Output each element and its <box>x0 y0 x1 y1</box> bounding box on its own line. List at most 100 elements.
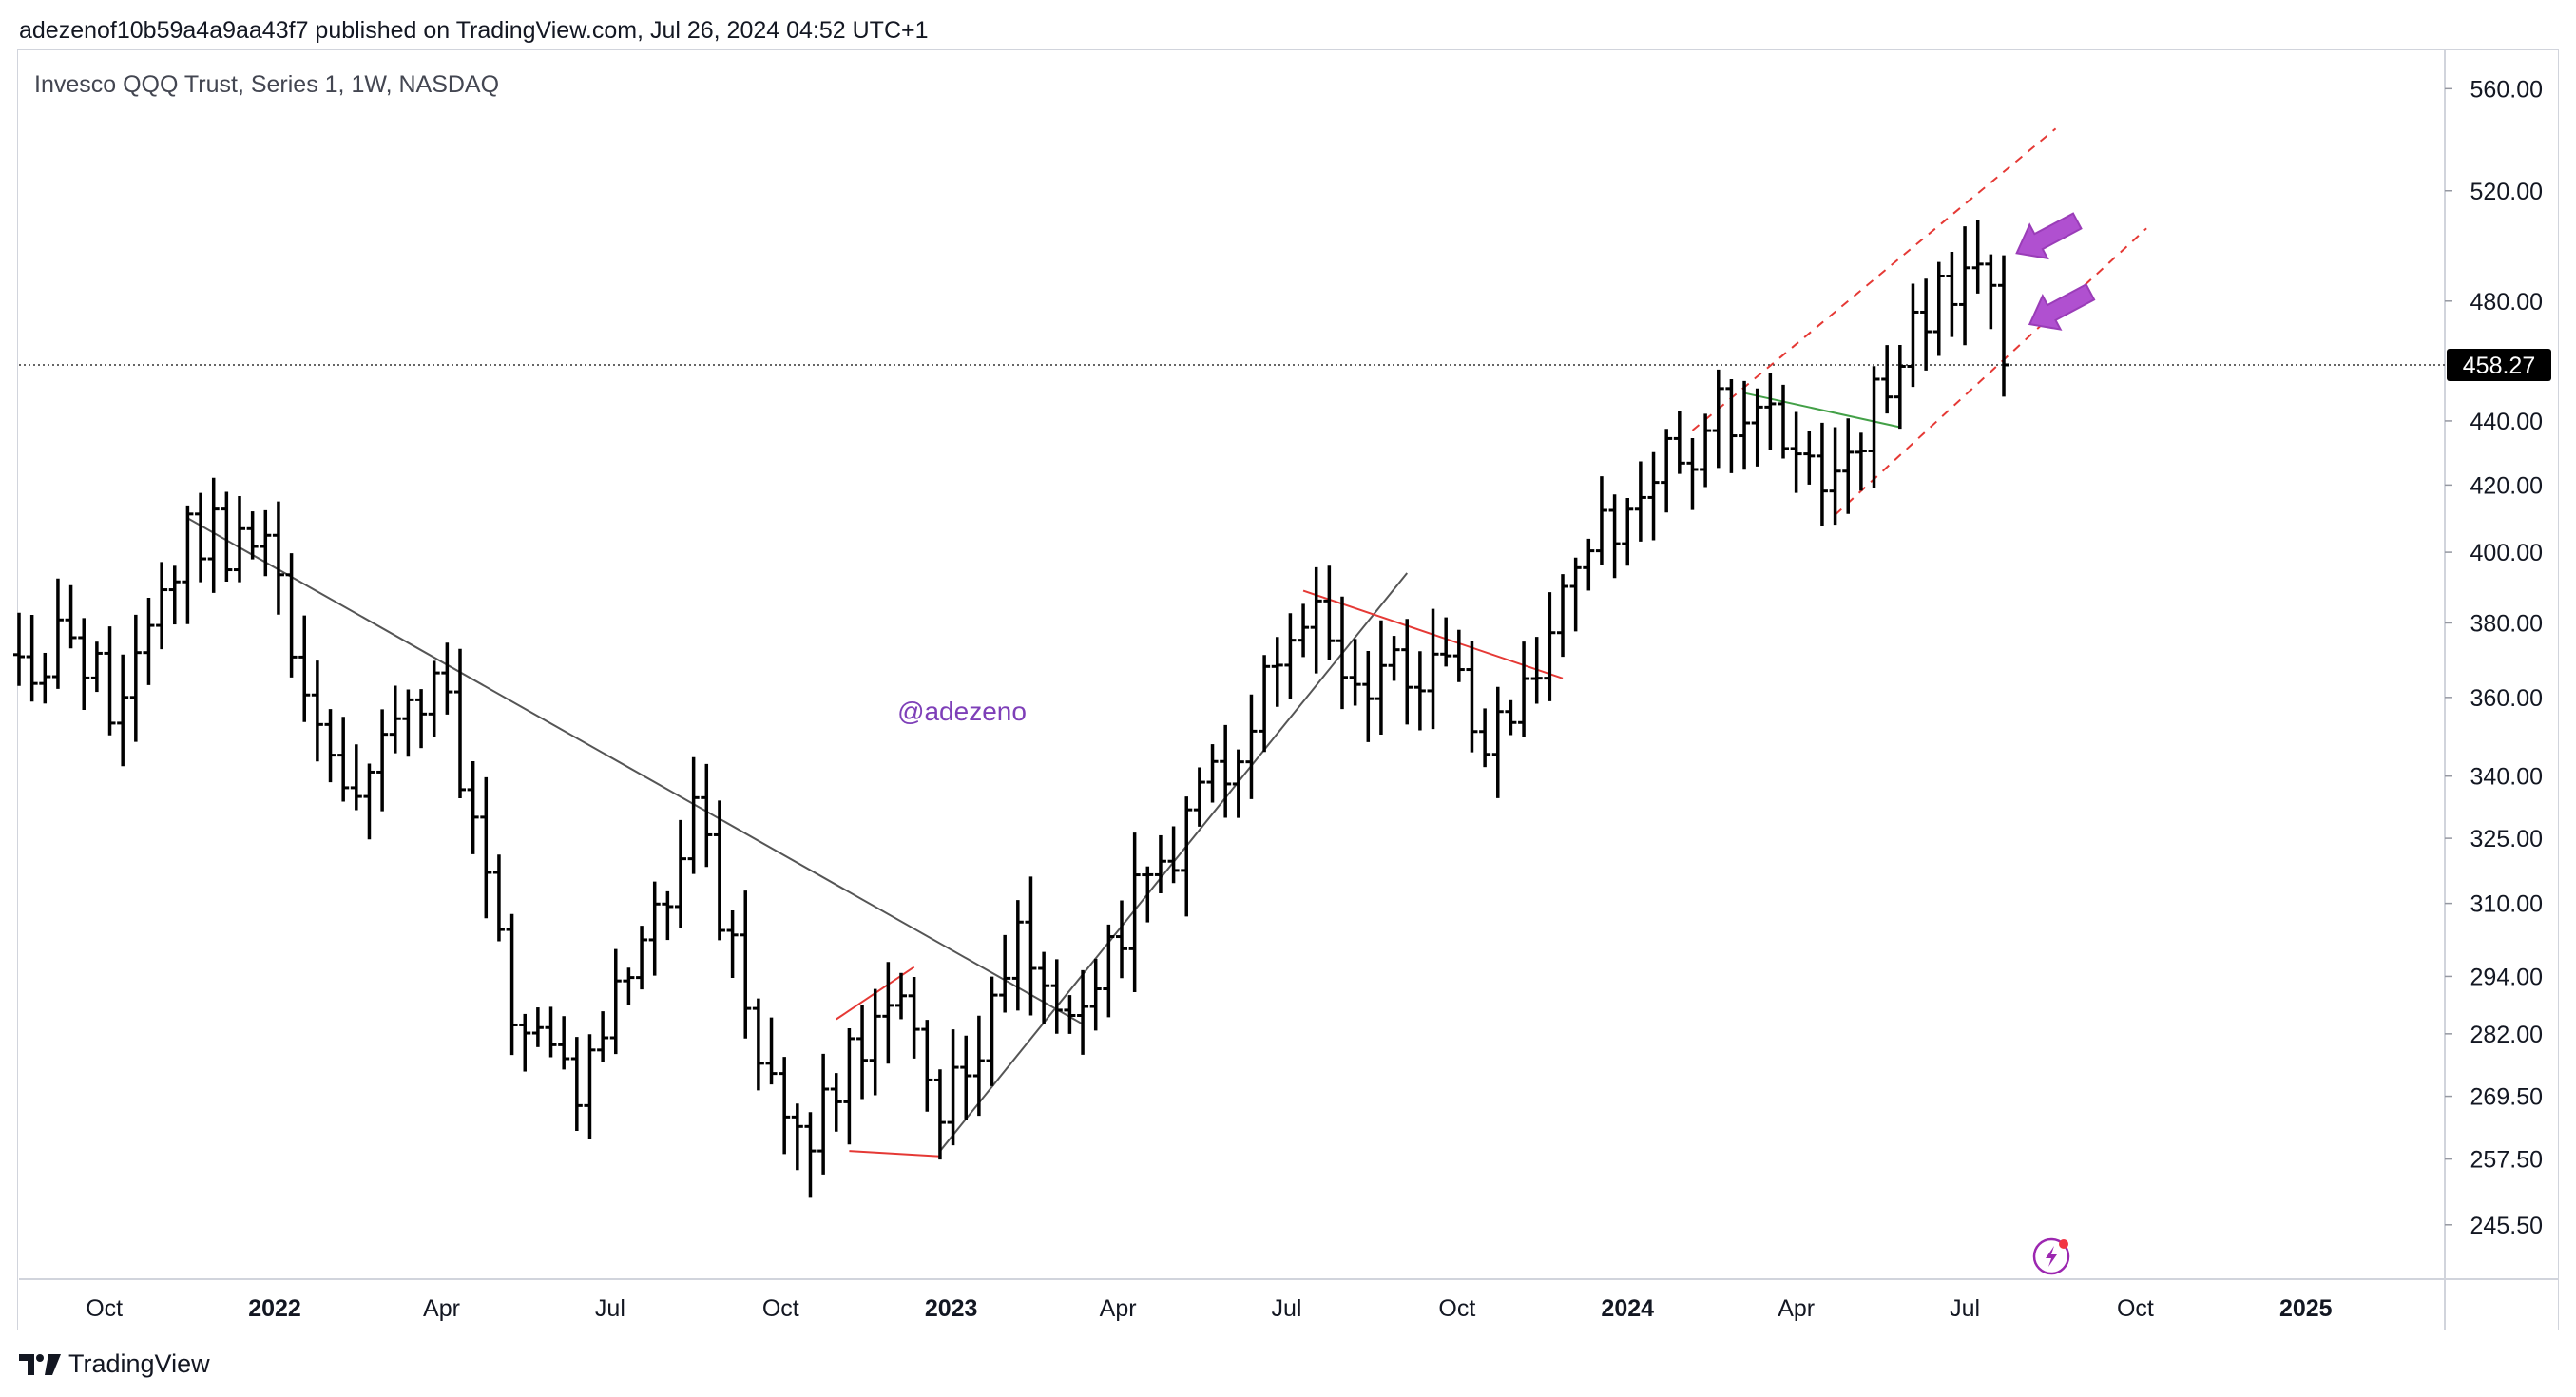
ohlc-bar <box>1829 427 1841 526</box>
ohlc-bar <box>947 1029 959 1146</box>
ohlc-bar <box>1271 637 1283 707</box>
x-tick-label: 2023 <box>925 1295 978 1322</box>
ohlc-bar <box>1336 596 1348 710</box>
ohlc-bar <box>791 1103 803 1171</box>
ohlc-bar <box>506 913 518 1056</box>
trendline-channel-bottom[interactable] <box>1834 227 2147 516</box>
trendline-channel-top[interactable] <box>1691 127 2057 431</box>
x-tick-label: 2022 <box>248 1295 301 1322</box>
ohlc-bar <box>960 1035 972 1121</box>
ohlc-bar <box>1181 796 1193 917</box>
ohlc-bar <box>1842 418 1855 514</box>
ohlc-bar <box>1479 708 1491 768</box>
ohlc-bar <box>1452 629 1465 682</box>
ohlc-bar <box>65 584 77 649</box>
ohlc-bar <box>156 562 168 650</box>
ohlc-bar <box>1362 650 1375 742</box>
ohlc-bar <box>441 642 453 715</box>
ohlc-bar <box>1959 226 1971 346</box>
ohlc-bar <box>1803 431 1816 485</box>
ohlc-bar <box>337 717 350 802</box>
ohlc-bar <box>623 967 635 1005</box>
ohlc-bar <box>1154 834 1166 893</box>
ohlc-bar <box>415 689 428 749</box>
x-tick-label: 2025 <box>2279 1295 2333 1322</box>
ohlc-bar <box>1868 366 1880 488</box>
y-tick-label: 282.00 <box>2470 1022 2543 1048</box>
ohlc-bar <box>1505 699 1517 736</box>
ohlc-bar <box>972 1015 985 1117</box>
ohlc-bar <box>1764 373 1777 450</box>
ohlc-bar <box>246 511 259 560</box>
ohlc-bar <box>1128 832 1141 993</box>
ohlc-bar <box>26 615 38 702</box>
ohlc-bar <box>1050 959 1063 1034</box>
ohlc-bar <box>1530 637 1543 704</box>
ohlc-bar <box>182 505 194 624</box>
ohlc-bar <box>1025 876 1037 1016</box>
ohlc-bar <box>687 756 700 874</box>
y-tick-label: 269.50 <box>2470 1084 2543 1111</box>
y-tick-label: 380.00 <box>2470 610 2543 637</box>
y-tick-label: 480.00 <box>2470 289 2543 316</box>
annotation-arrow[interactable] <box>2008 204 2086 270</box>
ohlc-bar <box>78 618 90 711</box>
ohlc-bar <box>1647 451 1660 541</box>
lightning-ring <box>2032 1237 2070 1275</box>
trendline-downtrend[interactable] <box>186 517 1084 1025</box>
ohlc-bar <box>129 614 142 742</box>
x-tick-label: Oct <box>762 1295 799 1322</box>
ohlc-bar <box>1634 461 1646 542</box>
ohlc-bar <box>713 800 725 941</box>
ohlc-bar <box>1712 369 1724 469</box>
trendline-green-2024[interactable] <box>1743 392 1901 429</box>
ohlc-bar <box>869 988 881 1096</box>
ohlc-bar <box>260 509 272 577</box>
ohlc-bar <box>389 685 401 754</box>
ohlc-bar <box>765 1017 778 1085</box>
ohlc-bar <box>584 1034 596 1139</box>
ohlc-bar <box>1816 422 1828 526</box>
lightning-dot <box>2059 1239 2068 1249</box>
ohlc-bar <box>1778 384 1789 459</box>
ohlc-bar <box>1375 620 1387 736</box>
ohlc-bar <box>51 578 64 689</box>
ohlc-bar <box>1946 251 1958 337</box>
ohlc-bar <box>1349 639 1361 706</box>
tradingview-brand[interactable]: TradingView <box>19 1349 210 1379</box>
trendline-red-bottom-2022[interactable] <box>849 1150 940 1158</box>
ohlc-bar <box>1569 557 1582 632</box>
x-tick-label: 2024 <box>1601 1295 1654 1322</box>
ohlc-bar <box>1673 411 1685 474</box>
y-tick-label: 310.00 <box>2470 891 2543 918</box>
ohlc-bar <box>207 477 220 593</box>
x-tick-label: Jul <box>1950 1295 1980 1322</box>
ohlc-bar <box>908 976 920 1059</box>
ohlc-bar <box>1298 603 1310 658</box>
y-tick-label: 560.00 <box>2470 76 2543 103</box>
ohlc-bar <box>1427 608 1439 730</box>
y-tick-label: 340.00 <box>2470 764 2543 791</box>
ohlc-bar <box>1855 432 1867 491</box>
ohlc-bar <box>1622 497 1634 566</box>
ohlc-bar <box>609 948 622 1055</box>
ohlc-bar <box>104 626 116 736</box>
ohlc-bar <box>492 854 505 942</box>
ohlc-bar <box>1661 429 1673 513</box>
symbol-label[interactable]: Invesco QQQ Trust, Series 1, 1W, NASDAQ <box>34 71 500 98</box>
ohlc-bar <box>1608 494 1621 579</box>
ohlc-bar <box>350 744 362 811</box>
publisher-line: adezenof10b59a4a9aa43f7 published on Tra… <box>19 17 929 44</box>
ohlc-bar <box>1595 476 1607 565</box>
ohlc-bar <box>1920 278 1932 371</box>
ohlc-bar <box>1401 619 1413 725</box>
ohlc-bar <box>1894 345 1906 430</box>
ohlc-bar <box>1310 566 1322 674</box>
annotation-arrow[interactable] <box>2021 276 2099 341</box>
x-tick-label: Oct <box>2117 1295 2154 1322</box>
ohlc-bar <box>1220 724 1232 818</box>
lightning-bolt-icon[interactable] <box>2032 1237 2070 1275</box>
ohlc-bar <box>480 776 492 919</box>
x-tick-label: Jul <box>595 1295 625 1322</box>
